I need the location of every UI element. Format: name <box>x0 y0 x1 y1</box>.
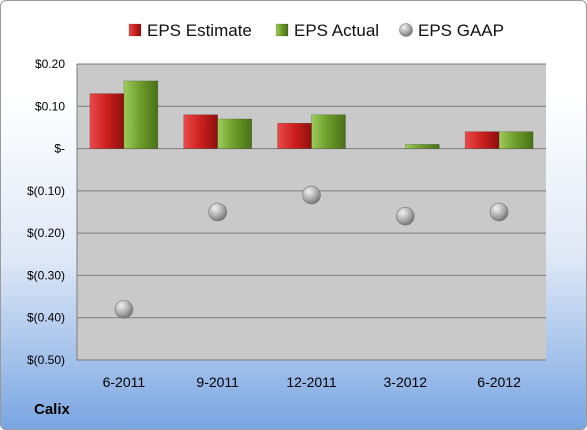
estimate-bar <box>90 94 124 149</box>
gaap-point <box>490 203 508 221</box>
legend-gaap-swatch <box>400 24 413 37</box>
actual-bar <box>499 132 533 149</box>
x-tick-label: 3-2012 <box>384 374 428 390</box>
estimate-bar <box>465 132 499 149</box>
legend-estimate-label: EPS Estimate <box>147 21 252 40</box>
gaap-point <box>303 186 321 204</box>
y-tick-label: $(0.50) <box>27 353 65 367</box>
y-tick-label: $0.10 <box>35 99 65 113</box>
company-name: Calix <box>34 401 70 418</box>
estimate-bar <box>184 115 218 149</box>
y-tick-label: $(0.30) <box>27 268 65 282</box>
x-tick-label: 12-2011 <box>286 374 337 390</box>
y-tick-label: $(0.40) <box>27 311 65 325</box>
gaap-point <box>209 203 227 221</box>
y-tick-label: $0.20 <box>35 57 65 71</box>
x-tick-label: 6-2011 <box>103 374 146 390</box>
actual-bar <box>218 119 252 149</box>
y-tick-label: $- <box>54 142 65 156</box>
legend-actual-label: EPS Actual <box>294 21 379 40</box>
gaap-point <box>115 300 133 318</box>
x-tick-label: 6-2012 <box>477 374 521 390</box>
actual-bar <box>312 115 346 149</box>
legend-actual-swatch <box>276 24 288 36</box>
legend-gaap-label: EPS GAAP <box>418 21 504 40</box>
y-tick-label: $(0.20) <box>27 226 65 240</box>
x-tick-label: 9-2011 <box>196 374 239 390</box>
y-tick-label: $(0.10) <box>27 184 65 198</box>
actual-bar <box>405 144 439 148</box>
gaap-point <box>396 207 414 225</box>
actual-bar <box>124 81 158 149</box>
legend-estimate-swatch <box>129 24 141 36</box>
estimate-bar <box>278 123 312 148</box>
